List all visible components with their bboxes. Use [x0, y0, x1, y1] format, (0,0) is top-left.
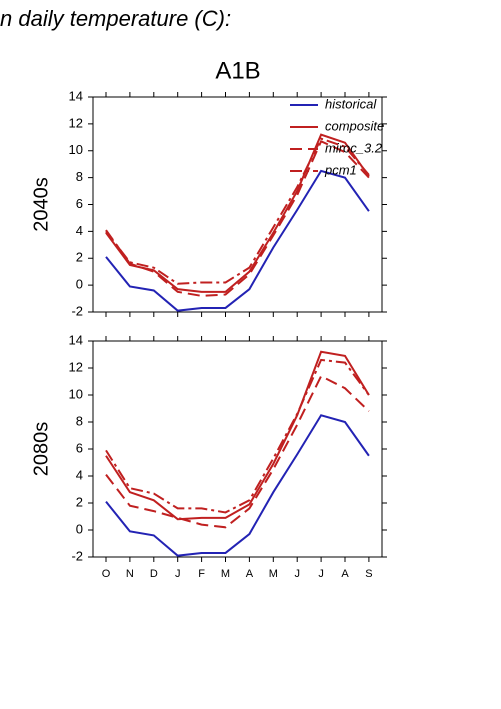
y-tick-label: 6	[76, 440, 83, 455]
x-tick-label: O	[102, 568, 111, 580]
x-tick-label: J	[318, 568, 324, 580]
series-line	[105, 140, 370, 297]
legend-label: pcm1	[324, 162, 357, 177]
y-tick-label: 4	[76, 223, 83, 238]
y-tick-label: 2	[76, 250, 83, 265]
legend-label: historical	[325, 96, 377, 111]
y-axis-label: 2080s	[30, 422, 52, 477]
series-line	[105, 169, 370, 312]
y-tick-label: 10	[69, 142, 83, 157]
x-tick-label: A	[341, 568, 349, 580]
x-tick-label: J	[175, 568, 181, 580]
y-tick-label: 4	[76, 467, 83, 482]
y-tick-label: 8	[76, 169, 83, 184]
y-tick-label: 14	[69, 332, 83, 347]
series-line	[105, 358, 370, 514]
y-tick-label: 8	[76, 413, 83, 428]
y-tick-label: -2	[71, 548, 83, 563]
y-tick-label: 12	[69, 359, 83, 374]
y-tick-label: -2	[71, 303, 83, 318]
y-tick-label: 0	[76, 277, 83, 292]
y-tick-label: 2	[76, 494, 83, 509]
x-tick-label: M	[221, 568, 230, 580]
series-line	[105, 137, 370, 285]
y-axis-label: 2040s	[30, 177, 52, 232]
x-tick-label: F	[198, 568, 205, 580]
series-line	[105, 350, 370, 521]
y-tick-label: 14	[69, 88, 83, 103]
x-tick-label: N	[126, 568, 134, 580]
x-tick-label: D	[150, 568, 158, 580]
chart-title: A1B	[215, 57, 260, 84]
y-tick-label: 12	[69, 115, 83, 130]
page-title: n daily temperature (C):	[0, 6, 231, 31]
plot-frame	[92, 340, 383, 558]
legend-label: composite	[325, 118, 384, 133]
series-line	[105, 414, 370, 557]
y-tick-label: 6	[76, 196, 83, 211]
y-tick-label: 0	[76, 521, 83, 536]
y-tick-label: 10	[69, 386, 83, 401]
legend-label: miroc_3.2	[325, 140, 383, 155]
x-tick-label: S	[365, 568, 372, 580]
series-line	[105, 374, 370, 529]
x-tick-label: A	[246, 568, 254, 580]
x-tick-label: M	[269, 568, 278, 580]
x-tick-label: J	[294, 568, 300, 580]
